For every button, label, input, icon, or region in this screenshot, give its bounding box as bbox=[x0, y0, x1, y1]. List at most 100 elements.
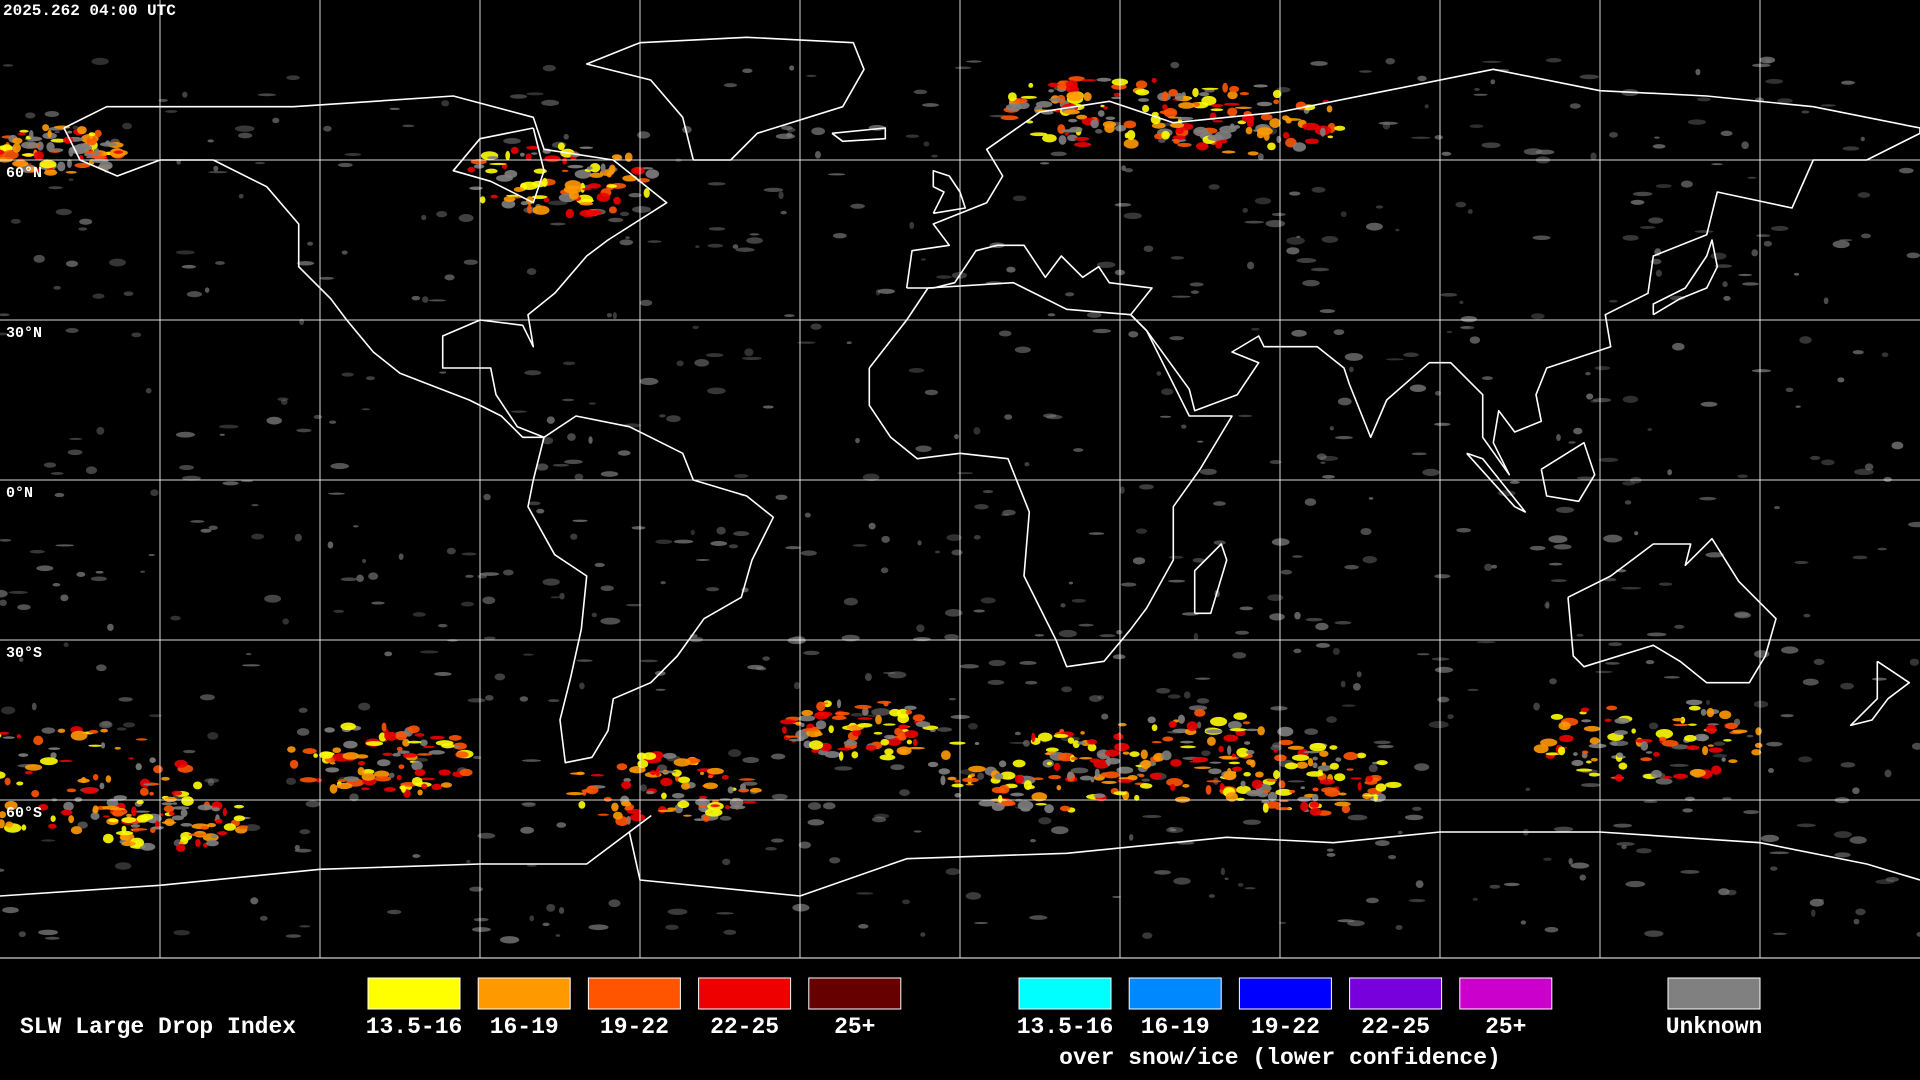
cloud-pixel bbox=[352, 525, 359, 528]
cloud-pixel bbox=[148, 714, 163, 718]
cloud-pixel bbox=[770, 838, 784, 843]
cloud-pixel bbox=[1610, 741, 1618, 746]
cloud-pixel bbox=[1083, 92, 1092, 102]
cloud-pixel bbox=[1038, 817, 1052, 825]
cloud-pixel bbox=[414, 733, 425, 737]
cloud-pixel bbox=[994, 773, 1004, 780]
cloud-pixel bbox=[182, 475, 201, 481]
cloud-pixel bbox=[1864, 463, 1874, 471]
cloud-pixel bbox=[695, 245, 700, 248]
cloud-pixel bbox=[956, 472, 974, 475]
cloud-pixel bbox=[1802, 678, 1819, 686]
cloud-pixel bbox=[1215, 140, 1223, 149]
cloud-pixel bbox=[208, 525, 218, 531]
cloud-pixel bbox=[1173, 877, 1191, 885]
cloud-pixel bbox=[1321, 235, 1339, 243]
cloud-pixel bbox=[1151, 77, 1157, 83]
cloud-pixel bbox=[836, 699, 842, 709]
cloud-pixel bbox=[113, 795, 127, 801]
cloud-pixel bbox=[828, 725, 834, 734]
cloud-pixel bbox=[130, 824, 141, 828]
cloud-pixel bbox=[489, 162, 507, 166]
cloud-pixel bbox=[1154, 133, 1164, 140]
cloud-pixel bbox=[1503, 882, 1520, 887]
cloud-pixel bbox=[429, 735, 445, 740]
legend-label: 25+ bbox=[834, 1014, 875, 1040]
cloud-pixel bbox=[1670, 295, 1685, 301]
cloud-pixel bbox=[1204, 89, 1215, 93]
cloud-pixel bbox=[533, 168, 547, 174]
cloud-pixel bbox=[422, 296, 429, 303]
cloud-pixel bbox=[48, 823, 57, 829]
cloud-pixel bbox=[1244, 220, 1265, 224]
cloud-pixel bbox=[173, 929, 190, 936]
cloud-pixel bbox=[600, 617, 621, 625]
cloud-pixel bbox=[1694, 230, 1714, 233]
cloud-pixel bbox=[151, 826, 162, 830]
cloud-pixel bbox=[520, 181, 538, 190]
cloud-pixel bbox=[95, 570, 104, 574]
cloud-pixel bbox=[1315, 622, 1329, 631]
cloud-pixel bbox=[105, 775, 112, 783]
cloud-pixel bbox=[1618, 762, 1628, 770]
cloud-pixel bbox=[1434, 135, 1444, 140]
cloud-pixel bbox=[1149, 772, 1163, 780]
cloud-pixel bbox=[42, 124, 50, 132]
cloud-pixel bbox=[564, 180, 582, 191]
cloud-pixel bbox=[68, 815, 75, 824]
cloud-pixel bbox=[1341, 704, 1356, 707]
cloud-pixel bbox=[1484, 563, 1493, 571]
cloud-pixel bbox=[1058, 629, 1077, 638]
cloud-pixel bbox=[744, 348, 754, 357]
cloud-pixel bbox=[341, 250, 348, 255]
cloud-pixel bbox=[1135, 80, 1148, 89]
cloud-pixel bbox=[1590, 399, 1598, 403]
cloud-pixel bbox=[1175, 126, 1184, 135]
cloud-pixel bbox=[1590, 757, 1598, 762]
cloud-pixel bbox=[1360, 527, 1372, 536]
cloud-pixel bbox=[1159, 110, 1176, 115]
cloud-pixel bbox=[1114, 742, 1130, 752]
cloud-pixel bbox=[1257, 153, 1264, 161]
cloud-pixel bbox=[1128, 331, 1139, 338]
cloud-pixel bbox=[519, 696, 529, 702]
cloud-pixel bbox=[721, 774, 729, 780]
cloud-pixel bbox=[106, 798, 119, 808]
cloud-pixel bbox=[402, 753, 417, 758]
cloud-pixel bbox=[161, 802, 174, 806]
cloud-pixel bbox=[1598, 457, 1619, 462]
cloud-pixel bbox=[1246, 759, 1254, 766]
cloud-pixel bbox=[1702, 745, 1709, 756]
cloud-pixel bbox=[199, 694, 215, 701]
cloud-pixel bbox=[207, 778, 215, 787]
cloud-pixel bbox=[1774, 506, 1781, 510]
cloud-pixel bbox=[1852, 555, 1868, 560]
cloud-pixel bbox=[541, 99, 560, 106]
cloud-pixel bbox=[642, 752, 657, 760]
cloud-pixel bbox=[739, 783, 746, 791]
cloud-pixel bbox=[1852, 350, 1864, 355]
cloud-pixel bbox=[1168, 555, 1184, 559]
cloud-pixel bbox=[102, 805, 120, 810]
cloud-pixel bbox=[1087, 743, 1097, 752]
cloud-pixel bbox=[490, 194, 498, 199]
cloud-pixel bbox=[85, 466, 97, 475]
cloud-pixel bbox=[368, 572, 379, 580]
cloud-pixel bbox=[38, 803, 49, 811]
cloud-pixel bbox=[1068, 76, 1085, 82]
cloud-pixel bbox=[1278, 921, 1287, 924]
cloud-pixel bbox=[1014, 346, 1031, 354]
cloud-pixel bbox=[1334, 125, 1346, 131]
cloud-pixel bbox=[1588, 772, 1601, 777]
cloud-pixel bbox=[536, 463, 549, 471]
cloud-pixel bbox=[521, 759, 542, 762]
cloud-pixel bbox=[1253, 84, 1268, 88]
cloud-pixel bbox=[974, 741, 980, 745]
cloud-pixel bbox=[1373, 740, 1391, 745]
cloud-pixel bbox=[862, 473, 880, 482]
cloud-pixel bbox=[483, 636, 496, 640]
cloud-pixel bbox=[207, 822, 217, 828]
cloud-pixel bbox=[357, 760, 366, 766]
cloud-pixel bbox=[1460, 315, 1477, 323]
cloud-pixel bbox=[1543, 857, 1552, 861]
